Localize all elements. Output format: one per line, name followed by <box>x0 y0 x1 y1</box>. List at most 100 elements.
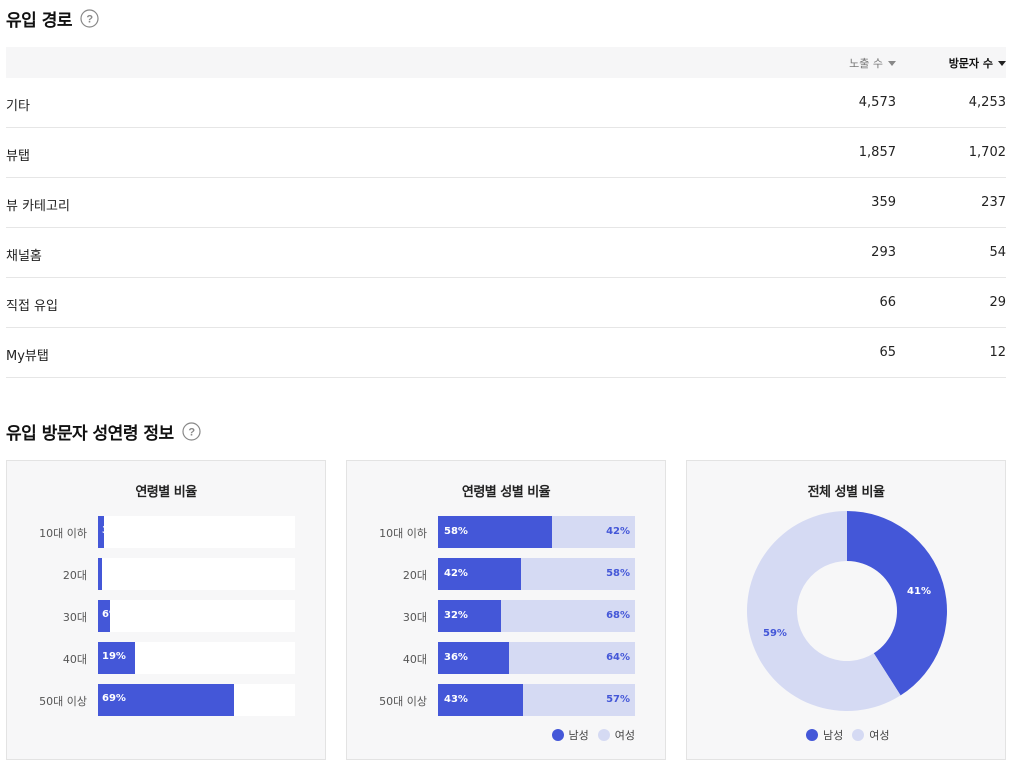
age-bar-track: 6% <box>98 600 295 632</box>
impressions-sort-header[interactable]: 노출 수 <box>849 55 896 71</box>
age-bar[interactable]: 3% <box>98 516 104 548</box>
age-label: 50대 이상 <box>39 695 87 708</box>
demographics-section-title: 유입 방문자 성연령 정보 ? <box>6 419 201 444</box>
question-circle-icon[interactable]: ? <box>80 9 99 28</box>
age-bar-row: 10대 이하 3% <box>7 516 325 548</box>
age-gender-legend: 남성 여성 <box>543 727 635 743</box>
age-gender-bar-row: 50대 이상 43% 57% <box>347 684 665 716</box>
legend-female: 여성 <box>852 727 890 743</box>
age-label: 40대 <box>402 653 427 666</box>
male-slice[interactable] <box>847 511 947 696</box>
legend-female: 여성 <box>597 727 635 743</box>
source-name: My뷰탭 <box>6 349 49 364</box>
male-bar[interactable]: 42% <box>438 558 521 590</box>
female-bar[interactable]: 58% 42% <box>438 516 635 548</box>
age-bar-value: 3% <box>102 525 104 536</box>
age-bar[interactable]: 2% <box>98 558 102 590</box>
male-bar[interactable]: 32% <box>438 600 502 632</box>
female-value: 68% <box>606 610 630 621</box>
female-bar[interactable]: 36% 64% <box>438 642 635 674</box>
visitors-value: 54 <box>989 245 1006 260</box>
female-value: 58% <box>606 568 630 579</box>
age-label: 30대 <box>402 611 427 624</box>
visitors-header-label: 방문자 수 <box>948 57 993 70</box>
table-row: 뷰 카테고리 359 237 <box>6 178 1006 228</box>
age-gender-bar-row: 20대 42% 58% <box>347 558 665 590</box>
age-bar-row: 20대 2% <box>7 558 325 590</box>
demographics-title: 유입 방문자 성연령 정보 <box>6 424 174 444</box>
table-row: My뷰탭 65 12 <box>6 328 1006 378</box>
male-bar[interactable]: 43% <box>438 684 523 716</box>
male-value: 36% <box>444 652 468 663</box>
age-bar-value: 19% <box>102 651 126 662</box>
age-gender-panel: 연령별 성별 비율 10대 이하 58% 42% 20대 42% 58% 30대 32% 68%… <box>346 460 666 760</box>
age-bar-track: 69% <box>98 684 295 716</box>
impressions-value: 65 <box>879 345 896 360</box>
female-bar[interactable]: 43% 57% <box>438 684 635 716</box>
age-ratio-title: 연령별 비율 <box>135 485 197 500</box>
age-label: 20대 <box>62 569 87 582</box>
legend-male-dot <box>551 729 564 741</box>
female-bar[interactable]: 32% 68% <box>438 600 635 632</box>
visitors-value: 1,702 <box>968 145 1006 160</box>
legend-female-label: 여성 <box>869 729 890 742</box>
impressions-value: 66 <box>879 295 896 310</box>
age-gender-title: 연령별 성별 비율 <box>461 485 551 500</box>
age-bar-track: 3% <box>98 516 295 548</box>
legend-female-dot <box>852 729 865 741</box>
male-value: 43% <box>444 694 468 705</box>
source-name: 기타 <box>6 99 30 114</box>
age-gender-bar-row: 30대 32% 68% <box>347 600 665 632</box>
male-slice-label: 41% <box>907 586 931 597</box>
impressions-value: 1,857 <box>858 145 896 160</box>
table-row: 채널홈 293 54 <box>6 228 1006 278</box>
gender-ratio-title: 전체 성별 비율 <box>807 485 885 500</box>
female-bar[interactable]: 42% 58% <box>438 558 635 590</box>
svg-text:?: ? <box>188 427 195 439</box>
visitors-value: 237 <box>981 195 1006 210</box>
age-label: 40대 <box>62 653 87 666</box>
age-label: 50대 이상 <box>379 695 427 708</box>
male-bar[interactable]: 36% <box>438 642 509 674</box>
male-value: 32% <box>444 610 468 621</box>
age-label: 20대 <box>402 569 427 582</box>
age-label: 10대 이하 <box>39 527 87 540</box>
impressions-value: 359 <box>871 195 896 210</box>
age-bar-row: 50대 이상 69% <box>7 684 325 716</box>
gender-legend: 남성 여성 <box>797 727 890 743</box>
source-name: 뷰탭 <box>6 149 30 164</box>
sort-down-icon <box>888 60 896 66</box>
gender-ratio-panel: 전체 성별 비율 41% 59% 남성 여성 <box>686 460 1006 760</box>
source-name: 직접 유입 <box>6 299 58 314</box>
female-value: 57% <box>606 694 630 705</box>
age-bar-value: 69% <box>102 693 126 704</box>
table-header: 노출 수 방문자 수 <box>6 47 1006 78</box>
legend-male: 남성 <box>551 727 589 743</box>
legend-female-dot <box>597 729 610 741</box>
age-ratio-panel: 연령별 비율 10대 이하 3% 20대 2% 30대 6% 40대 19% 50대 이상 69% <box>6 460 326 760</box>
visitors-value: 29 <box>989 295 1006 310</box>
legend-male-label: 남성 <box>568 729 589 742</box>
question-circle-icon[interactable]: ? <box>182 422 201 441</box>
age-bar-row: 40대 19% <box>7 642 325 674</box>
female-slice[interactable] <box>746 511 901 711</box>
legend-male-label: 남성 <box>823 729 844 742</box>
table-body: 기타 4,573 4,253 뷰탭 1,857 1,702 뷰 카테고리 359 237 채널홈 2… <box>6 78 1006 378</box>
impressions-value: 293 <box>871 245 896 260</box>
table-row: 뷰탭 1,857 1,702 <box>6 128 1006 178</box>
age-bar[interactable]: 69% <box>98 684 234 716</box>
traffic-title: 유입 경로 <box>6 11 72 31</box>
traffic-table: 노출 수 방문자 수 기타 4,573 4,253 뷰탭 1,857 1,702 뷰 카테고… <box>6 47 1006 378</box>
male-bar[interactable]: 58% <box>438 516 553 548</box>
visitors-sort-header[interactable]: 방문자 수 <box>949 55 1006 71</box>
visitors-value: 4,253 <box>968 95 1006 110</box>
female-value: 64% <box>606 652 630 663</box>
gender-donut-chart: 41% 59% <box>746 511 947 711</box>
visitors-value: 12 <box>989 345 1006 360</box>
sort-down-icon <box>998 60 1006 66</box>
age-bar[interactable]: 6% <box>98 600 110 632</box>
age-gender-bar-row: 10대 이하 58% 42% <box>347 516 665 548</box>
age-label: 10대 이하 <box>379 527 427 540</box>
age-bar[interactable]: 19% <box>98 642 136 674</box>
svg-text:?: ? <box>86 14 93 26</box>
